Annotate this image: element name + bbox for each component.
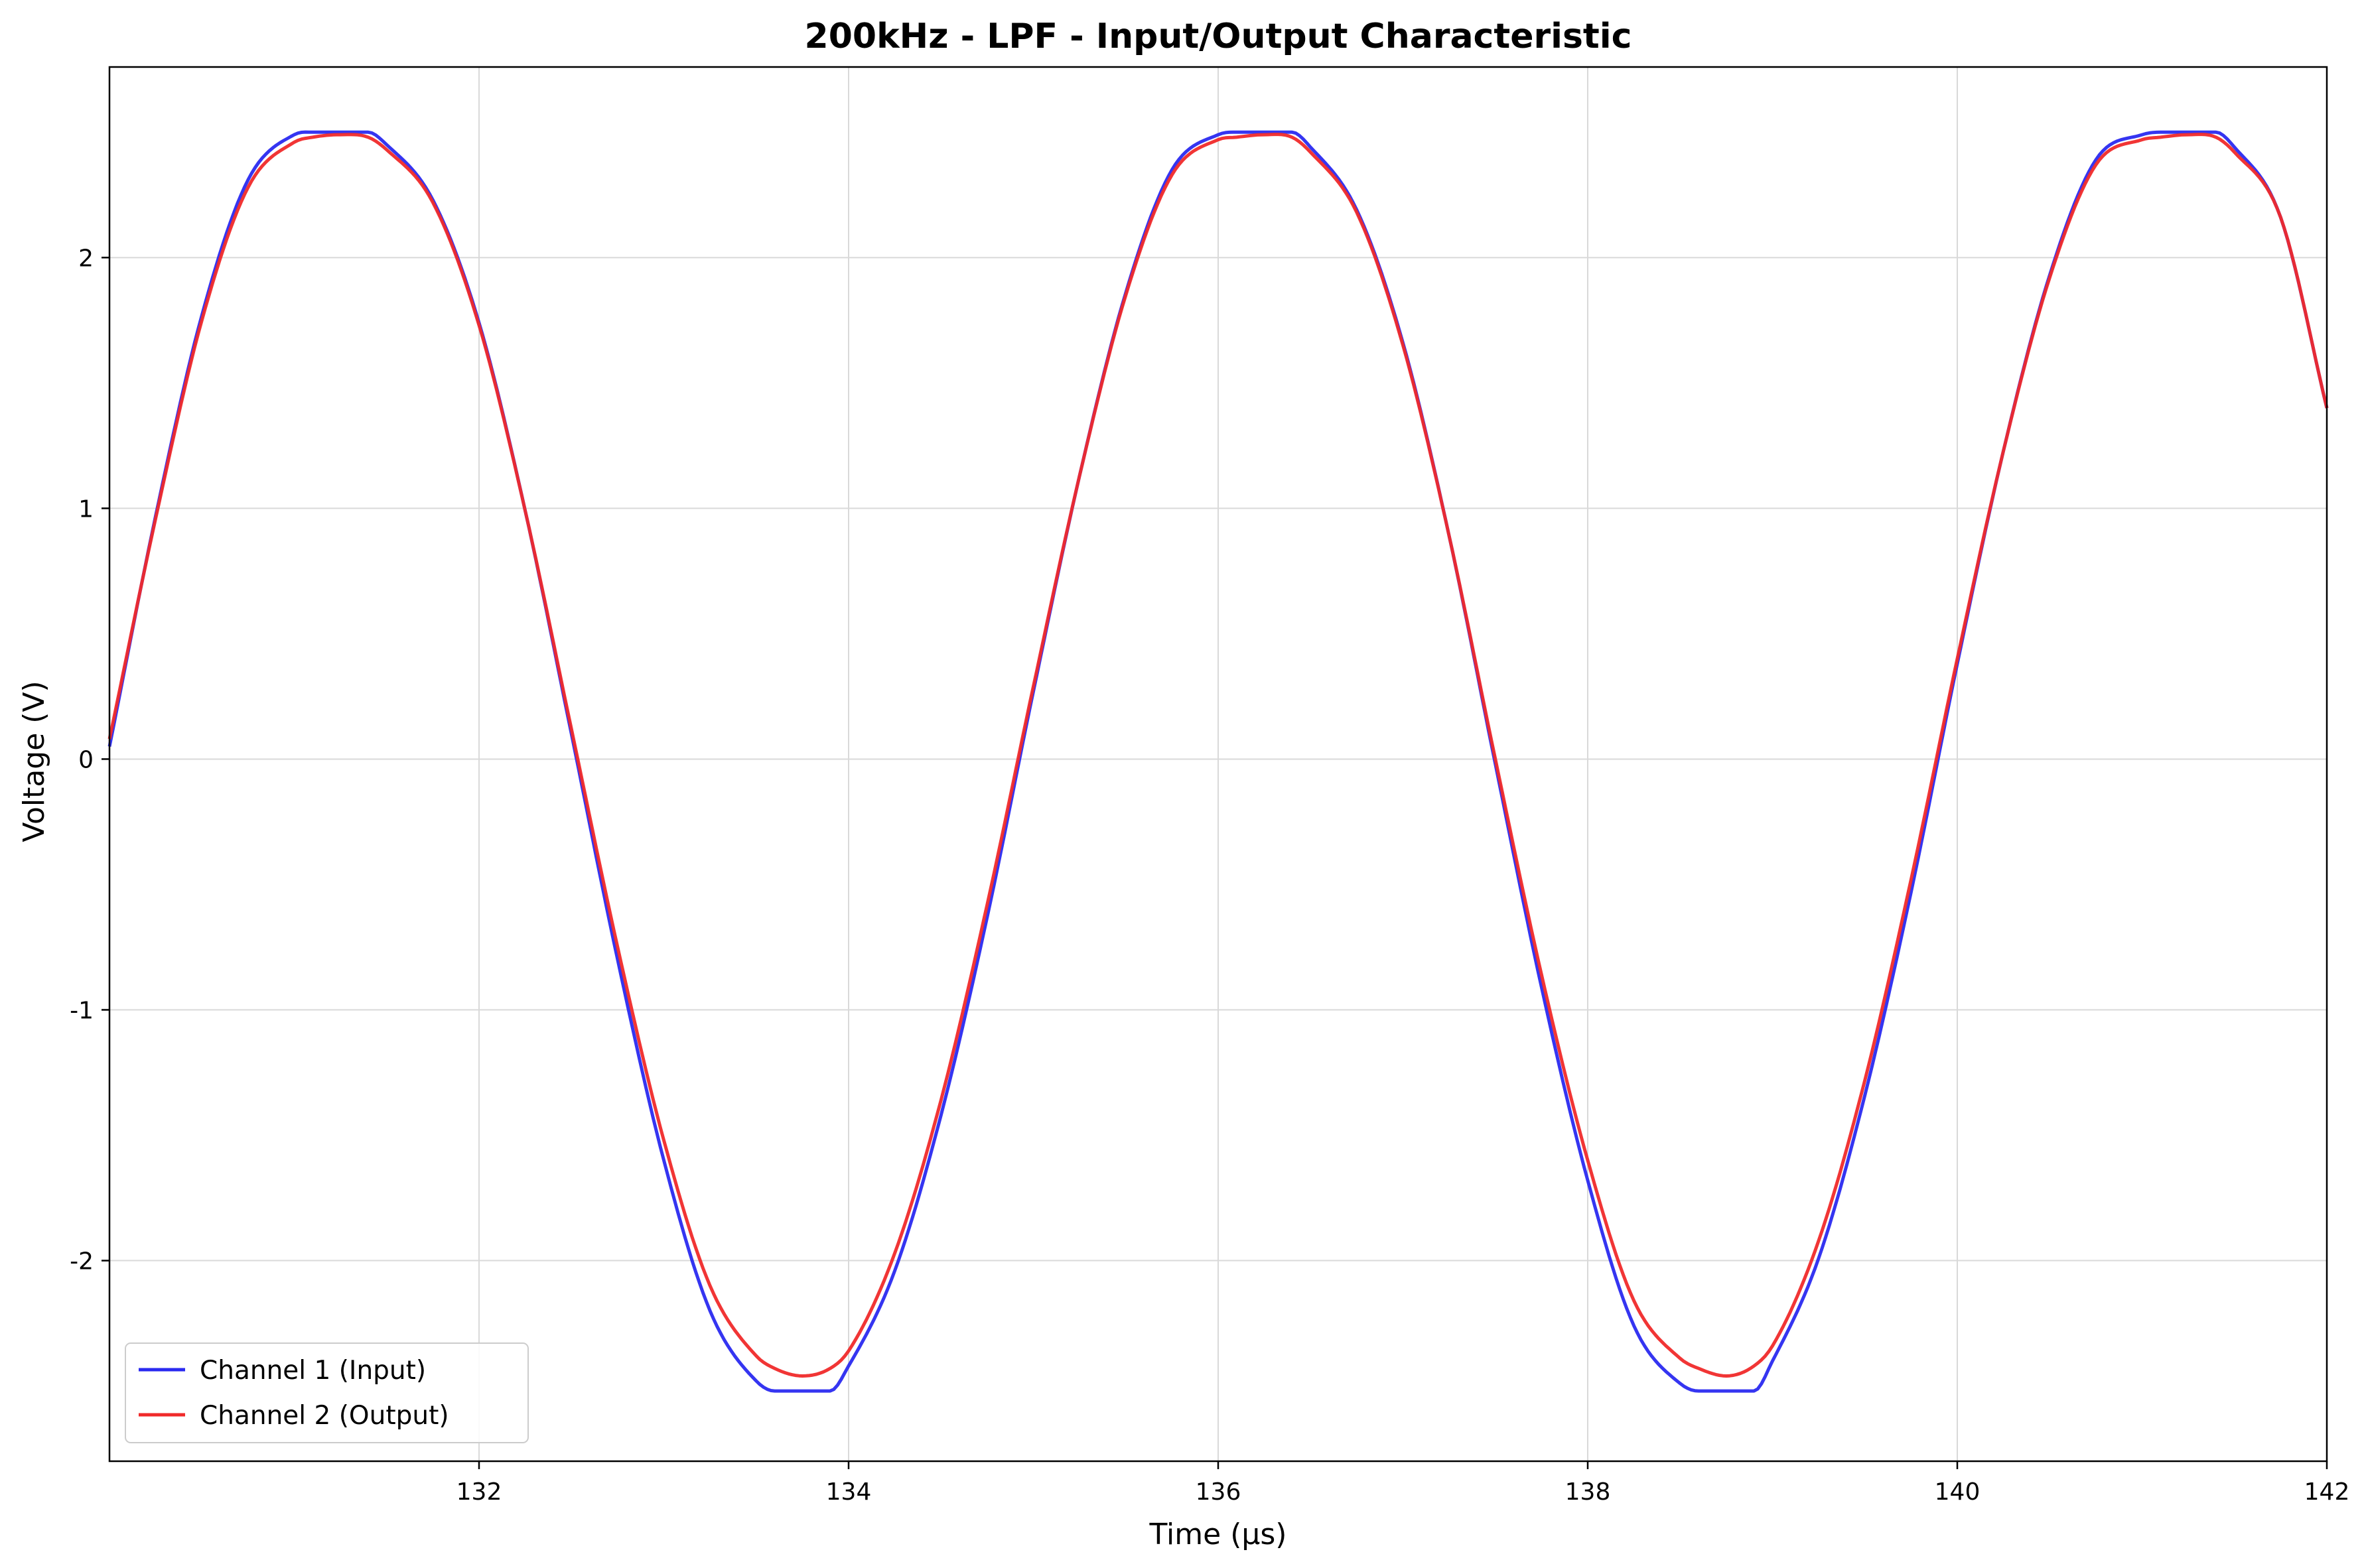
legend-label: Channel 1 (Input) <box>200 1356 426 1386</box>
x-tick-label: 142 <box>2304 1478 2350 1506</box>
y-tick-label: 2 <box>78 245 94 272</box>
legend-label: Channel 2 (Output) <box>200 1401 449 1431</box>
y-tick-label: -1 <box>70 997 94 1024</box>
y-axis-label: Voltage (V) <box>17 681 51 842</box>
y-tick-label: 1 <box>78 495 94 523</box>
x-tick-label: 132 <box>456 1478 502 1506</box>
x-tick-label: 136 <box>1196 1478 1241 1506</box>
series-line-2 <box>107 133 2329 1378</box>
chart-title: 200kHz - LPF - Input/Output Characterist… <box>805 17 1632 56</box>
legend: Channel 1 (Input) Channel 2 (Output) <box>125 1342 529 1443</box>
legend-box <box>125 1342 529 1443</box>
x-tick-label: 138 <box>1565 1478 1611 1506</box>
x-tick-label: 140 <box>1935 1478 1981 1506</box>
series-layer <box>107 130 2329 1393</box>
y-tick-label: -2 <box>70 1248 94 1275</box>
x-axis-label: Time (µs) <box>1149 1518 1287 1551</box>
y-tick-label: 0 <box>78 746 94 773</box>
ticks: 132 134 136 138 140 142 -2 -1 0 1 2 <box>70 245 2349 1506</box>
x-tick-label: 134 <box>826 1478 872 1506</box>
